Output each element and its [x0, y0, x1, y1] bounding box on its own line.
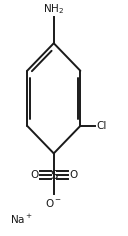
Text: O$^-$: O$^-$: [45, 197, 62, 209]
Text: O: O: [30, 170, 39, 180]
Text: NH$_2$: NH$_2$: [43, 2, 64, 16]
Text: O: O: [69, 170, 77, 180]
Text: S: S: [50, 169, 57, 182]
Text: Cl: Cl: [96, 121, 107, 131]
Text: Na$^+$: Na$^+$: [10, 213, 33, 227]
